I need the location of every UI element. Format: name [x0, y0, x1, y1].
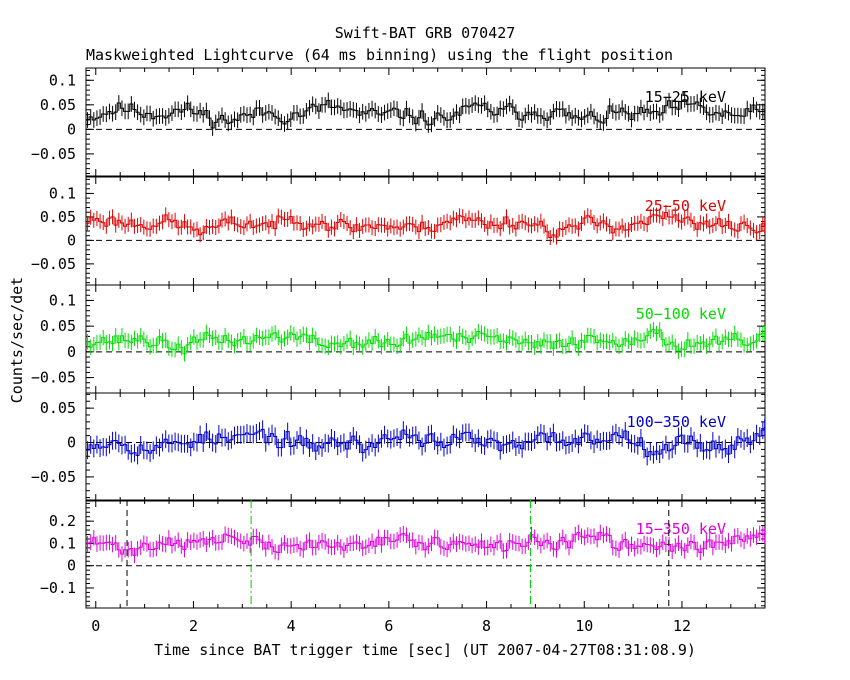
x-tick-label: 6: [384, 617, 393, 635]
y-tick-label: 0: [67, 434, 76, 452]
y-tick-label: 0.1: [49, 534, 76, 552]
y-tick-label: 0.05: [40, 317, 76, 335]
y-tick-label: −0.05: [31, 255, 76, 273]
x-tick-label: 12: [673, 617, 691, 635]
error-bars: [87, 321, 766, 362]
x-tick-label: 2: [189, 617, 198, 635]
band-label: 15−25 keV: [645, 88, 726, 106]
band-label: 100−350 keV: [627, 413, 726, 431]
y-axis-label: Counts/sec/det: [8, 277, 26, 403]
panel-frame: [85, 499, 766, 609]
panel-25-50-keV: −0.05 0 0.05 0.1 25−50 keV: [31, 176, 766, 286]
panel-50-100-keV: −0.05 0 0.05 0.1 50−100 keV: [31, 284, 766, 394]
y-tick-label: 0: [67, 231, 76, 249]
series-line: [86, 427, 765, 457]
chart-subtitle: Maskweighted Lightcurve (64 ms binning) …: [86, 46, 673, 64]
x-tick-label: 10: [575, 617, 593, 635]
y-tick-label: 0: [67, 343, 76, 361]
y-tick-label: 0.2: [49, 512, 76, 530]
y-tick-label: −0.05: [31, 145, 76, 163]
y-tick-label: 0.05: [40, 208, 76, 226]
y-tick-label: 0.05: [40, 96, 76, 114]
y-tick-label: −0.1: [40, 579, 76, 597]
y-tick-label: 0.1: [49, 291, 76, 309]
band-label: 50−100 keV: [636, 305, 726, 323]
x-tick-label: 0: [91, 617, 100, 635]
x-tick-label: 8: [482, 617, 491, 635]
panel-15-25-keV: −0.05 0 0.05 0.1 15−25 keV: [31, 67, 766, 177]
panel-frame: [85, 392, 766, 502]
y-tick-label: −0.05: [31, 369, 76, 387]
panel-100-350-keV: −0.05 0 0.05 100−350 keV: [31, 392, 766, 502]
series-line: [86, 531, 765, 556]
y-tick-label: −0.05: [31, 468, 76, 486]
chart-title: Swift-BAT GRB 070427: [335, 24, 516, 42]
y-tick-label: 0.05: [40, 399, 76, 417]
x-axis-label: Time since BAT trigger time [sec] (UT 20…: [154, 641, 696, 659]
band-label: 15−350 keV: [636, 520, 726, 538]
panels-group: −0.05 0 0.05 0.1 15−25 keV −0.05 0 0.05 0.1 25−50…: [31, 67, 766, 635]
y-tick-label: 0.1: [49, 71, 76, 89]
y-tick-label: 0: [67, 557, 76, 575]
series-line: [86, 99, 765, 129]
series-line: [86, 329, 765, 355]
panel-15-350-keV: −0.1 0 0.1 0.2 15−350 keV: [40, 499, 766, 609]
series-line: [86, 211, 765, 239]
band-label: 25−50 keV: [645, 197, 726, 215]
panel-frame: [85, 67, 766, 177]
y-tick-label: 0: [67, 120, 76, 138]
x-tick-label: 4: [287, 617, 296, 635]
y-tick-label: 0.1: [49, 184, 76, 202]
